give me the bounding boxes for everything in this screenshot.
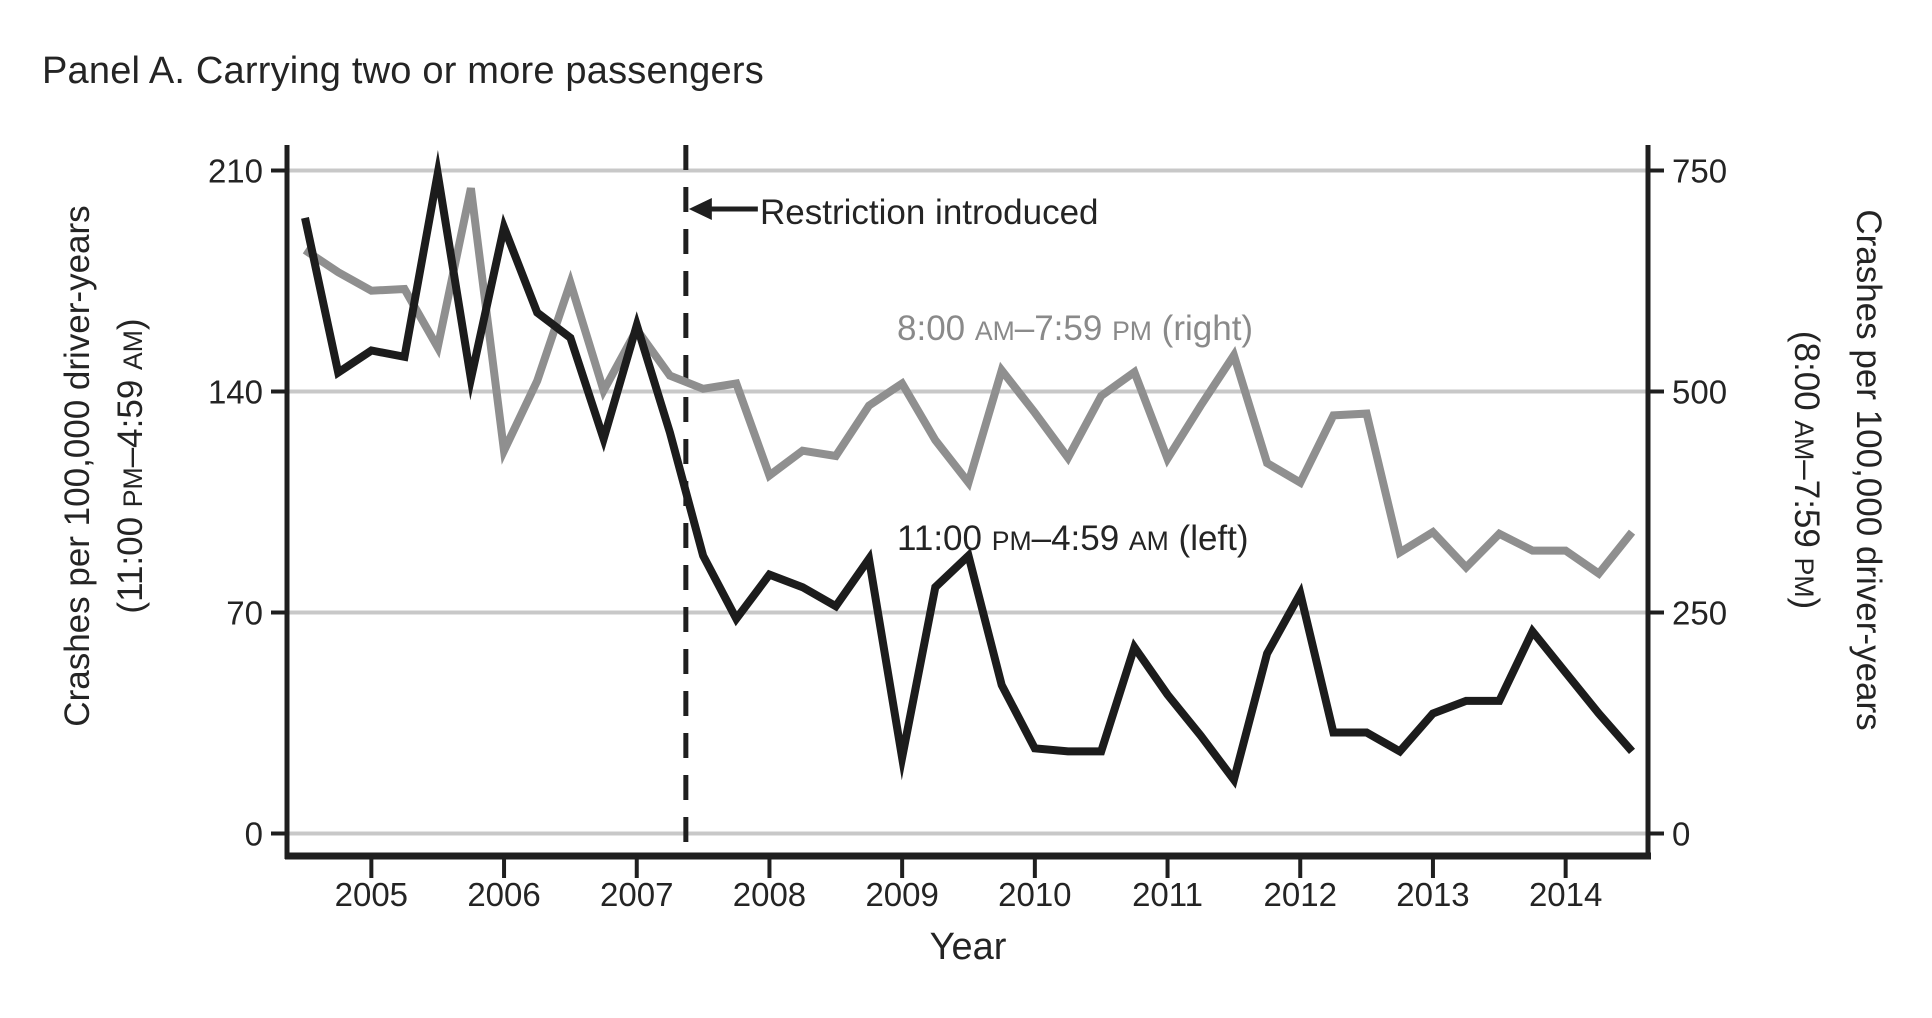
series-lines [301, 150, 1636, 789]
right-tick-label: 0 [1672, 816, 1690, 853]
right-axis-label-line2: (8:00 AM–7:59 PM) [1787, 330, 1826, 610]
restriction-annotation-text: Restriction introduced [760, 193, 1099, 232]
series-day-line [302, 187, 1636, 580]
left-tick-label: 0 [245, 816, 263, 853]
x-tick-label: 2008 [733, 876, 806, 913]
gridlines [287, 168, 1648, 836]
chart-title: Panel A. Carrying two or more passengers [42, 50, 764, 92]
x-tick-label: 2012 [1264, 876, 1337, 913]
x-tick-label: 2005 [335, 876, 408, 913]
left-axis-label-line1: Crashes per 100,000 driver-years [58, 205, 97, 727]
left-tick-label: 70 [226, 595, 263, 632]
left-axis-ticks: 0 70 140 210 [208, 153, 287, 853]
right-tick-label: 250 [1672, 595, 1727, 632]
axes [284, 145, 1651, 860]
right-tick-label: 500 [1672, 374, 1727, 411]
x-tick-label: 2007 [600, 876, 673, 913]
annotation-arrowhead-icon [688, 198, 712, 220]
series-label-day: 8:00 AM–7:59 PM (right) [897, 309, 1254, 348]
series-label-night: 11:00 PM–4:59 AM (left) [897, 519, 1249, 558]
x-axis-title: Year [929, 926, 1007, 968]
x-tick-label: 2013 [1396, 876, 1469, 913]
right-axis-label-line1: Crashes per 100,000 driver-years [1849, 209, 1888, 731]
restriction-reference-line [683, 145, 758, 856]
x-axis-ticks: 2005 2006 2007 2008 2009 2010 2011 2012 2013 2014 [335, 858, 1602, 913]
right-axis-ticks: 0 250 500 750 [1648, 153, 1727, 853]
left-axis-label-line2: (11:00 PM–4:59 AM) [111, 318, 150, 614]
series-night-line [301, 150, 1636, 789]
left-tick-label: 210 [208, 153, 263, 190]
x-tick-label: 2009 [865, 876, 938, 913]
x-tick-label: 2006 [467, 876, 540, 913]
x-tick-label: 2014 [1529, 876, 1602, 913]
right-tick-label: 750 [1672, 153, 1727, 190]
x-tick-label: 2011 [1132, 876, 1203, 913]
left-tick-label: 140 [208, 374, 263, 411]
x-tick-label: 2010 [998, 876, 1071, 913]
